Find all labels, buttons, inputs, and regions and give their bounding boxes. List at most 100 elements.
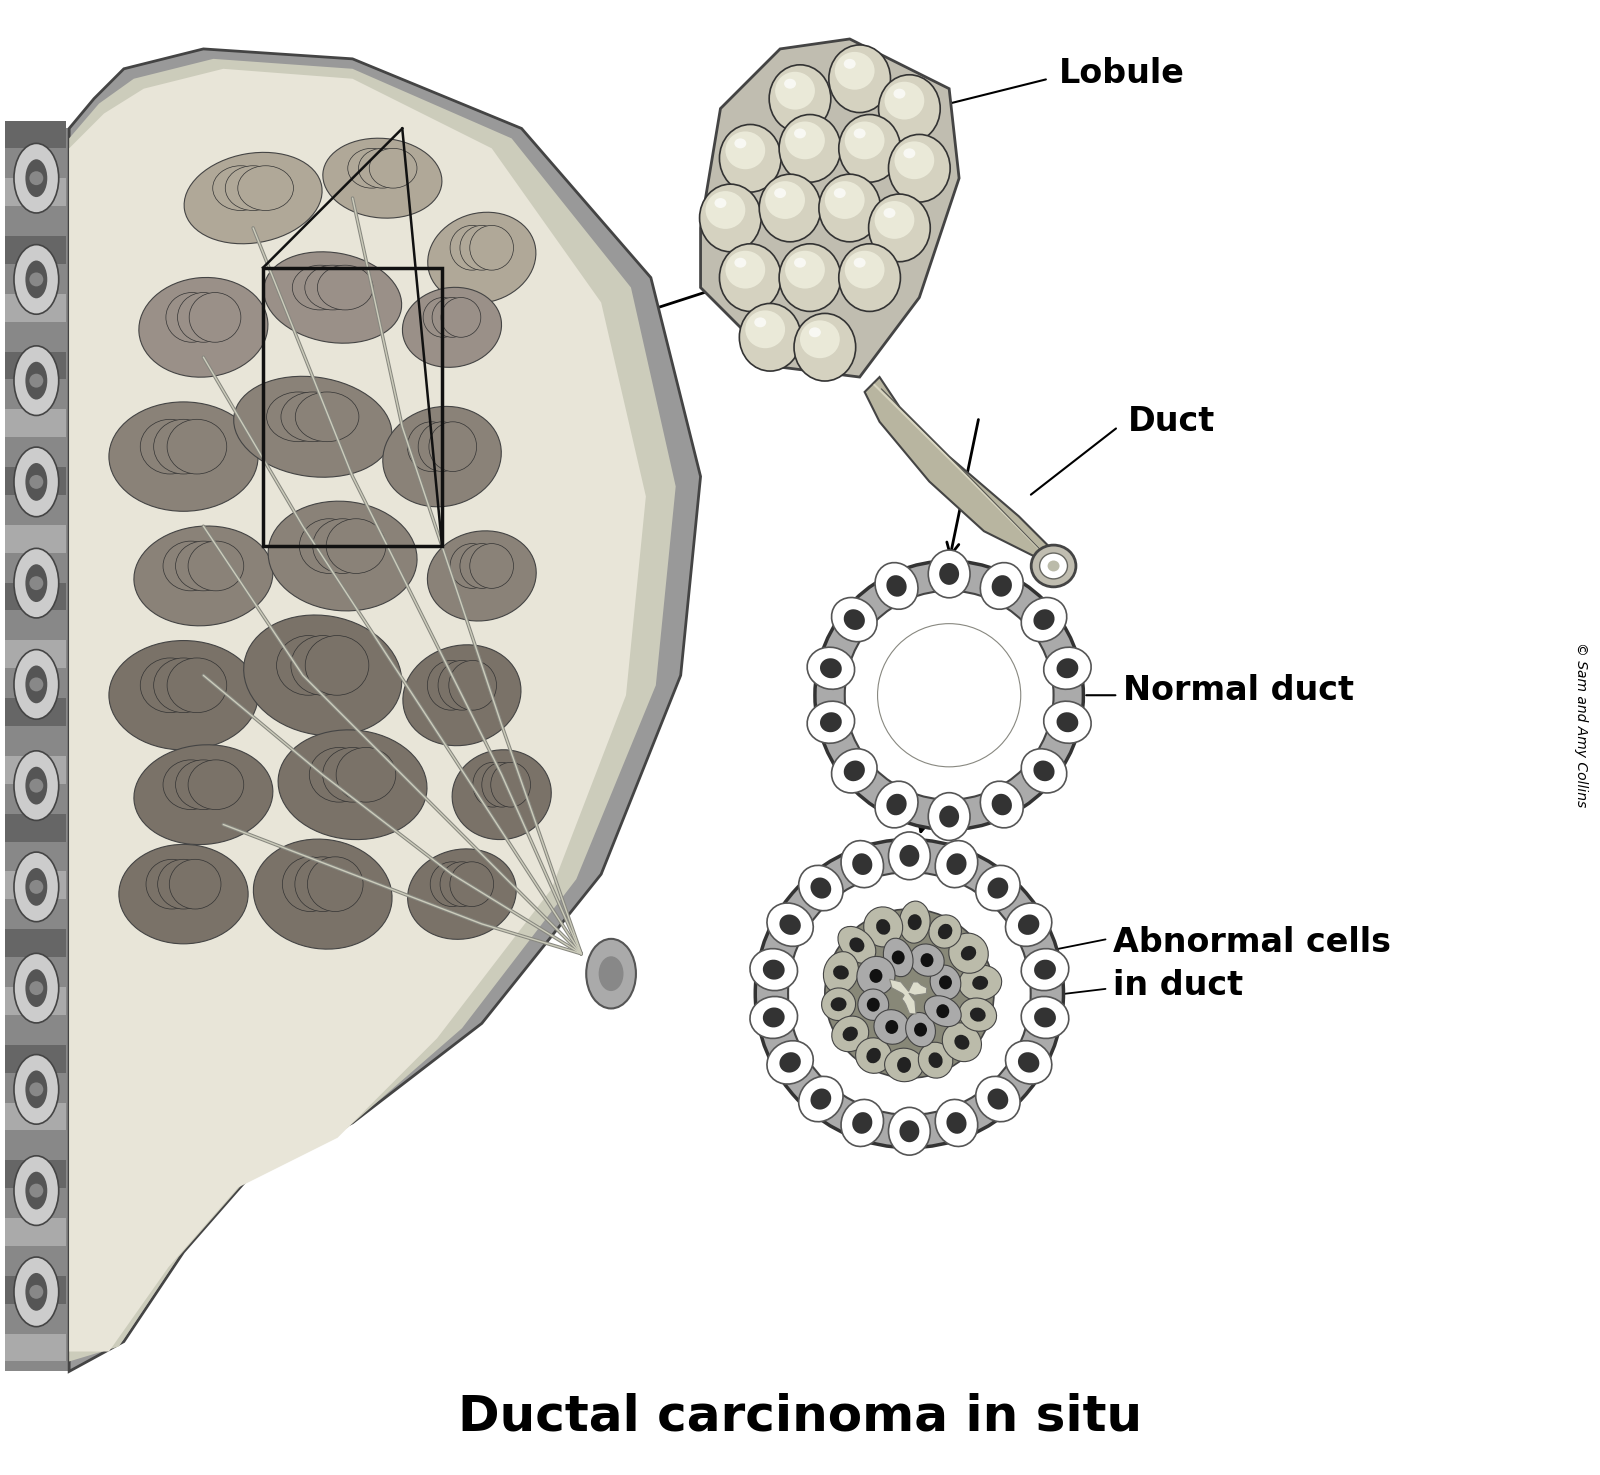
Ellipse shape [176,760,232,810]
Ellipse shape [370,149,418,189]
Ellipse shape [408,850,517,940]
Ellipse shape [822,988,856,1021]
Ellipse shape [888,832,930,879]
Ellipse shape [958,965,1002,1000]
Ellipse shape [928,1052,942,1068]
Circle shape [814,560,1083,829]
Ellipse shape [448,661,496,709]
Ellipse shape [987,878,1008,898]
Ellipse shape [739,304,802,372]
Ellipse shape [883,208,896,218]
Ellipse shape [746,310,786,348]
Ellipse shape [798,866,843,910]
Ellipse shape [1043,701,1091,743]
Ellipse shape [939,563,958,586]
Ellipse shape [1034,609,1054,630]
Ellipse shape [450,861,494,907]
Ellipse shape [14,1257,59,1326]
Polygon shape [5,468,66,496]
Ellipse shape [14,447,59,516]
Ellipse shape [440,861,483,907]
Ellipse shape [1005,903,1051,947]
Ellipse shape [875,201,914,239]
Ellipse shape [850,938,864,953]
Polygon shape [69,69,646,1351]
Polygon shape [5,351,66,379]
Ellipse shape [939,975,952,990]
Polygon shape [5,814,66,842]
Polygon shape [5,121,66,149]
Ellipse shape [888,1108,930,1155]
Ellipse shape [243,615,402,736]
Ellipse shape [843,1027,858,1041]
Ellipse shape [936,1099,978,1146]
Ellipse shape [878,75,941,143]
Ellipse shape [1040,553,1067,578]
Ellipse shape [253,839,392,948]
Ellipse shape [26,261,48,298]
Ellipse shape [794,258,806,267]
Ellipse shape [482,763,522,807]
Ellipse shape [598,956,624,991]
Ellipse shape [867,997,880,1012]
Ellipse shape [1056,712,1078,732]
Polygon shape [5,525,66,553]
Text: Normal duct: Normal duct [1123,674,1354,707]
Ellipse shape [403,288,501,367]
Ellipse shape [429,422,477,472]
Ellipse shape [947,1112,966,1134]
Text: Abnormal cells
in duct: Abnormal cells in duct [1114,925,1392,1002]
Ellipse shape [1005,1041,1051,1084]
Ellipse shape [1034,1007,1056,1028]
Circle shape [29,577,43,590]
Ellipse shape [886,575,907,597]
Ellipse shape [928,550,970,597]
Ellipse shape [938,923,952,940]
Circle shape [755,839,1064,1148]
Ellipse shape [774,189,786,198]
Ellipse shape [907,914,922,931]
Ellipse shape [134,745,274,845]
Text: Lobule: Lobule [1059,58,1184,90]
Ellipse shape [14,345,59,416]
Ellipse shape [958,999,997,1031]
Ellipse shape [1021,597,1067,642]
Ellipse shape [877,919,890,935]
Polygon shape [5,294,66,322]
Polygon shape [5,1333,66,1361]
Ellipse shape [976,1077,1021,1121]
Ellipse shape [853,1112,872,1134]
Ellipse shape [779,243,840,311]
Ellipse shape [779,1052,802,1072]
Ellipse shape [14,751,59,820]
Ellipse shape [765,181,805,218]
Ellipse shape [763,960,784,979]
Ellipse shape [829,44,891,112]
Ellipse shape [450,544,494,589]
Ellipse shape [947,854,966,875]
Ellipse shape [1030,546,1075,587]
Polygon shape [5,1161,66,1189]
Ellipse shape [826,181,864,218]
Ellipse shape [843,609,866,630]
Ellipse shape [766,1041,813,1084]
Ellipse shape [189,760,243,810]
Ellipse shape [806,701,854,743]
Ellipse shape [382,407,501,507]
Ellipse shape [750,948,797,991]
Circle shape [29,981,43,996]
Ellipse shape [26,1273,48,1311]
Ellipse shape [1021,997,1069,1038]
Circle shape [29,1285,43,1299]
Ellipse shape [894,142,934,178]
Ellipse shape [779,914,802,935]
Ellipse shape [408,422,454,472]
Ellipse shape [853,854,872,875]
Ellipse shape [1021,749,1067,794]
Ellipse shape [26,1171,48,1210]
Ellipse shape [234,376,392,478]
Ellipse shape [936,841,978,888]
Ellipse shape [154,419,213,473]
Ellipse shape [323,748,382,802]
Ellipse shape [928,792,970,841]
